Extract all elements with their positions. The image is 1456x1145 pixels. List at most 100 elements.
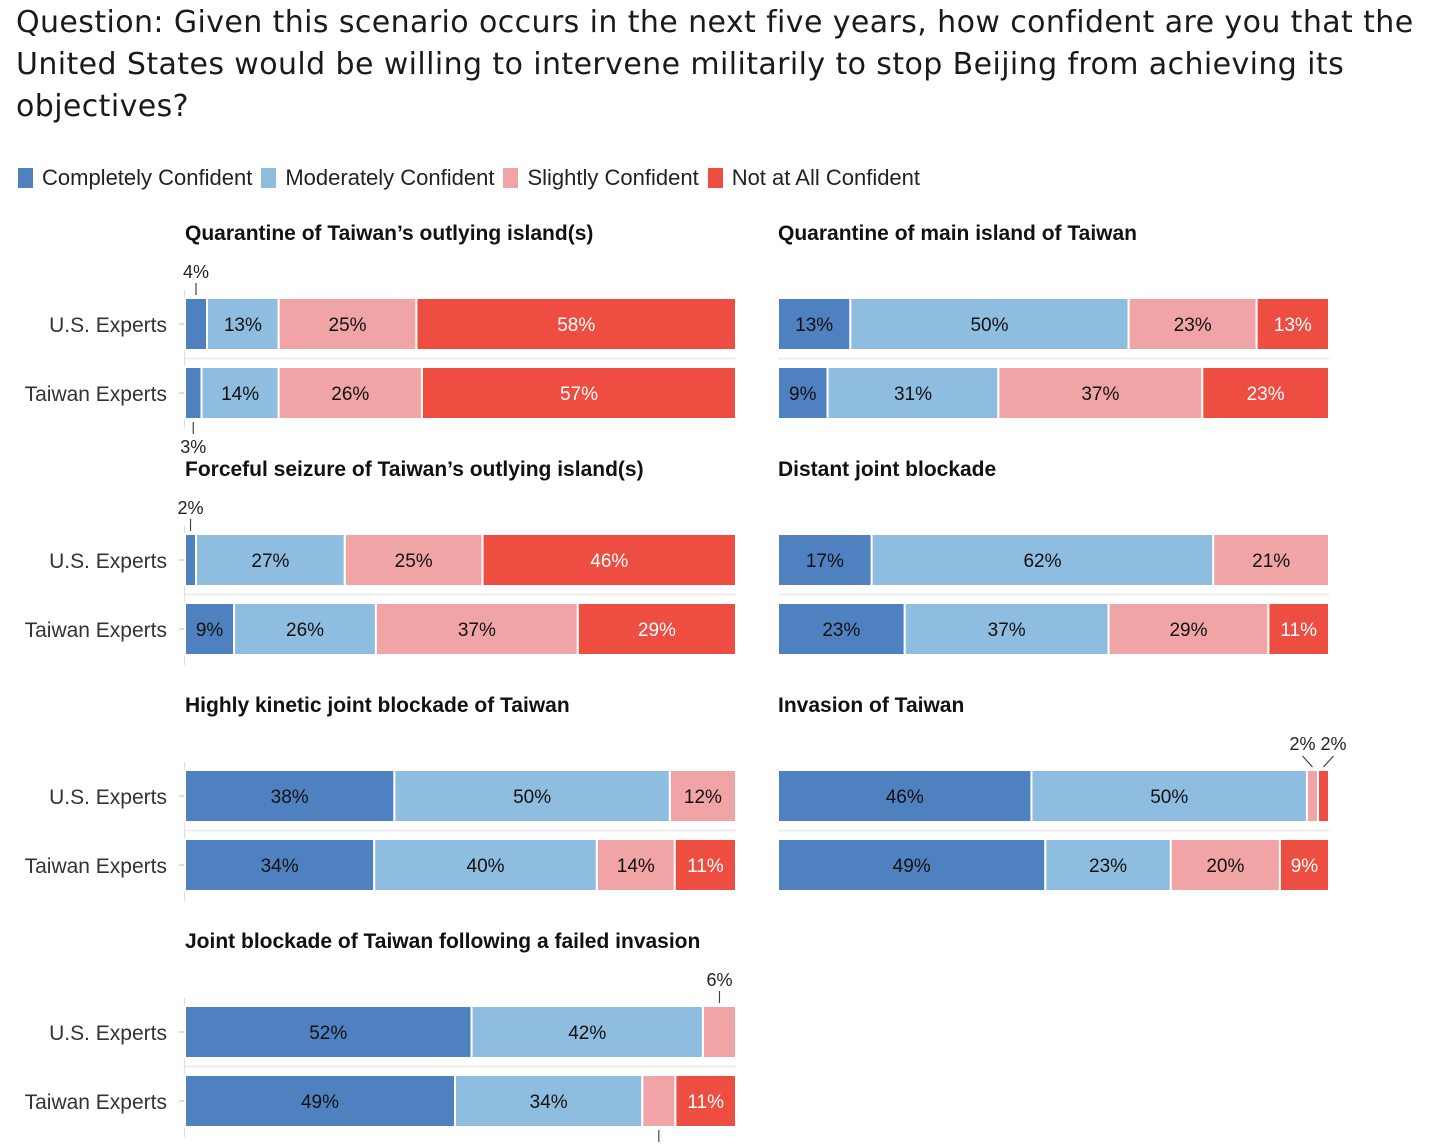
bar-segment [453, 1074, 644, 1128]
panel-title-6: Joint blockade of Taiwan following a fai… [185, 930, 700, 953]
panel-title-3: Distant joint blockade [778, 458, 996, 481]
y-label: Taiwan Experts [25, 383, 167, 406]
bar-segment [701, 1005, 738, 1059]
bar-segment [373, 838, 598, 892]
data-label: 13% [224, 315, 262, 336]
legend-swatch-moderately [261, 168, 277, 188]
data-label: 37% [1081, 384, 1119, 405]
data-label: 34% [530, 1092, 568, 1113]
bar-segment [184, 366, 203, 420]
y-label: U.S. Experts [49, 786, 167, 809]
y-label: Taiwan Experts [25, 855, 167, 878]
data-label: 50% [513, 787, 551, 808]
bar-segment [374, 602, 579, 656]
data-label: 29% [638, 620, 676, 641]
bar-segment [184, 769, 396, 823]
bar-segment [415, 297, 737, 351]
legend-item-completely: Completely Confident [18, 165, 252, 191]
data-label: 57% [560, 384, 598, 405]
data-label: 11% [687, 856, 724, 877]
callout-label: 3% [180, 437, 206, 457]
legend-swatch-slightly [503, 168, 519, 188]
bar-segment [1044, 838, 1172, 892]
legend-label-slightly: Slightly Confident [527, 165, 699, 190]
data-label: 46% [886, 787, 924, 808]
bar-segment [481, 533, 738, 587]
panel-title-0: Quarantine of Taiwan’s outlying island(s… [185, 222, 593, 245]
data-label: 26% [286, 620, 324, 641]
legend-item-not-at-all: Not at All Confident [707, 165, 920, 191]
bar-segment [1169, 838, 1281, 892]
bar-segment [777, 838, 1047, 892]
legend-item-slightly: Slightly Confident [503, 165, 699, 191]
bar-segment [1316, 769, 1330, 823]
data-label: 11% [687, 1092, 724, 1113]
panel-title-1: Quarantine of main island of Taiwan [778, 222, 1137, 245]
bar-segment [673, 838, 737, 892]
data-label: 25% [395, 551, 433, 572]
bar-segment [184, 602, 236, 656]
data-label: 46% [590, 551, 628, 572]
data-label: 37% [458, 620, 496, 641]
bar-segment [1267, 602, 1331, 656]
bar-segment [674, 1074, 738, 1128]
data-label: 9% [789, 384, 817, 405]
data-label: 42% [568, 1023, 606, 1044]
legend: Completely Confident Moderately Confiden… [18, 164, 929, 192]
question-title: Question: Given this scenario occurs in … [16, 5, 1414, 124]
bar-segment [184, 838, 376, 892]
bar-segment [870, 533, 1215, 587]
data-label: 52% [309, 1023, 347, 1044]
data-label: 38% [271, 787, 309, 808]
bar-segment [277, 366, 423, 420]
callout-line [1323, 755, 1334, 768]
bar-segment [184, 1074, 456, 1128]
legend-label-completely: Completely Confident [42, 165, 253, 190]
legend-item-moderately: Moderately Confident [261, 165, 494, 191]
callout-label: 2% [178, 498, 204, 518]
bar-segment [233, 602, 377, 656]
data-label: 50% [1150, 787, 1188, 808]
data-label: 23% [1089, 856, 1127, 877]
data-label: 29% [1169, 620, 1207, 641]
bar-segment [1278, 838, 1331, 892]
data-label: 13% [795, 315, 833, 336]
data-label: 49% [301, 1092, 339, 1113]
data-label: 34% [261, 856, 299, 877]
bar-segment [343, 533, 484, 587]
data-label: 21% [1252, 551, 1290, 572]
data-label: 31% [894, 384, 932, 405]
panel-title-2: Forceful seizure of Taiwan’s outlying is… [185, 458, 644, 481]
bar-segment [595, 838, 676, 892]
bar-segment [195, 533, 346, 587]
bar-segment [997, 366, 1204, 420]
data-label: 9% [196, 620, 224, 641]
data-label: 14% [221, 384, 259, 405]
data-label: 50% [970, 315, 1008, 336]
callout-label: 6% [706, 970, 732, 990]
callout-line [1302, 755, 1313, 768]
bar-segment [849, 297, 1130, 351]
legend-swatch-not-at-all [707, 168, 723, 188]
data-label: 13% [1274, 315, 1312, 336]
bar-segment [393, 769, 671, 823]
data-label: 9% [1291, 856, 1319, 877]
callout-label: 2% [1320, 734, 1346, 754]
bar-segment [826, 366, 1000, 420]
legend-label-moderately: Moderately Confident [285, 165, 495, 190]
bar-segment [668, 769, 738, 823]
bar-segment [1212, 533, 1331, 587]
data-label: 17% [806, 551, 844, 572]
panel-title-5: Invasion of Taiwan [778, 694, 964, 717]
y-label: U.S. Experts [49, 1022, 167, 1045]
bar-segment [1107, 602, 1270, 656]
bar-segment [777, 366, 829, 420]
data-label: 26% [331, 384, 369, 405]
bar-segment [184, 533, 198, 587]
bar-segment [777, 602, 906, 656]
data-label: 11% [1280, 620, 1317, 641]
y-label: Taiwan Experts [25, 619, 167, 642]
bar-segment [184, 1005, 473, 1059]
y-label: U.S. Experts [49, 550, 167, 573]
data-label: 23% [1174, 315, 1212, 336]
